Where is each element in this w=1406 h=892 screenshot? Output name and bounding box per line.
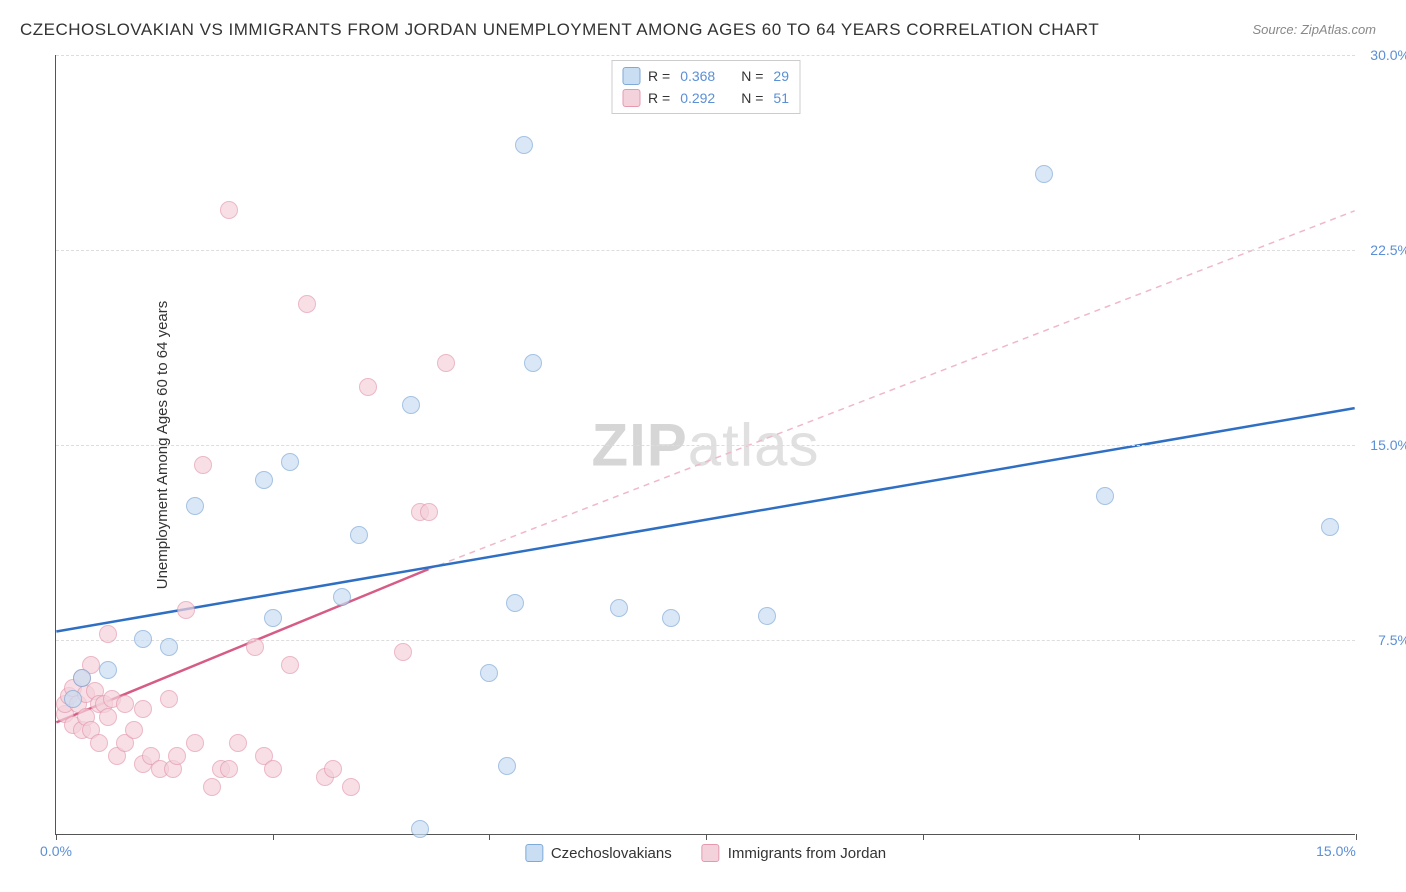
scatter-point <box>610 599 628 617</box>
scatter-point <box>506 594 524 612</box>
gridline <box>56 250 1355 251</box>
scatter-point <box>324 760 342 778</box>
scatter-point <box>160 638 178 656</box>
legend-r-label: R = <box>648 68 670 84</box>
scatter-point <box>134 700 152 718</box>
legend-swatch-0 <box>525 844 543 862</box>
x-tick-mark <box>1356 834 1357 840</box>
legend-swatch-1 <box>702 844 720 862</box>
scatter-point <box>281 656 299 674</box>
legend-stats: R = 0.368 N = 29 R = 0.292 N = 51 <box>611 60 800 114</box>
legend-stats-row: R = 0.292 N = 51 <box>622 87 789 109</box>
x-tick-label: 0.0% <box>40 843 72 859</box>
scatter-point <box>186 734 204 752</box>
y-tick-label: 30.0% <box>1360 47 1406 63</box>
scatter-point <box>333 588 351 606</box>
scatter-point <box>246 638 264 656</box>
legend-item-0: Czechoslovakians <box>525 844 672 862</box>
scatter-point <box>194 456 212 474</box>
scatter-point <box>298 295 316 313</box>
x-tick-mark <box>1139 834 1140 840</box>
legend-stats-row: R = 0.368 N = 29 <box>622 65 789 87</box>
scatter-point <box>402 396 420 414</box>
scatter-point <box>342 778 360 796</box>
legend-label-1: Immigrants from Jordan <box>728 845 886 862</box>
legend-n-value-0: 29 <box>773 68 789 84</box>
scatter-point <box>168 747 186 765</box>
scatter-point <box>99 661 117 679</box>
legend-n-label: N = <box>741 68 763 84</box>
legend-n-value-1: 51 <box>773 90 789 106</box>
y-tick-label: 15.0% <box>1360 437 1406 453</box>
scatter-point <box>498 757 516 775</box>
scatter-point <box>264 760 282 778</box>
scatter-point <box>264 609 282 627</box>
x-tick-label: 15.0% <box>1316 843 1356 859</box>
scatter-point <box>99 708 117 726</box>
scatter-point <box>524 354 542 372</box>
x-tick-mark <box>273 834 274 840</box>
scatter-point <box>160 690 178 708</box>
scatter-point <box>134 630 152 648</box>
legend-item-1: Immigrants from Jordan <box>702 844 886 862</box>
scatter-point <box>116 695 134 713</box>
x-tick-mark <box>56 834 57 840</box>
scatter-point <box>220 201 238 219</box>
scatter-point <box>229 734 247 752</box>
scatter-point <box>515 136 533 154</box>
legend-label-0: Czechoslovakians <box>551 845 672 862</box>
scatter-point <box>394 643 412 661</box>
y-tick-label: 22.5% <box>1360 242 1406 258</box>
scatter-point <box>90 734 108 752</box>
legend-swatch-series-1 <box>622 89 640 107</box>
y-tick-label: 7.5% <box>1360 632 1406 648</box>
gridline <box>56 55 1355 56</box>
scatter-point <box>1321 518 1339 536</box>
scatter-point <box>758 607 776 625</box>
scatter-point <box>350 526 368 544</box>
scatter-point <box>359 378 377 396</box>
scatter-point <box>73 669 91 687</box>
legend-r-value-1: 0.292 <box>680 90 715 106</box>
x-tick-mark <box>706 834 707 840</box>
legend-series: Czechoslovakians Immigrants from Jordan <box>525 844 886 862</box>
gridline <box>56 445 1355 446</box>
scatter-point <box>186 497 204 515</box>
scatter-point <box>203 778 221 796</box>
scatter-point <box>255 471 273 489</box>
scatter-point <box>411 820 429 838</box>
scatter-point <box>1035 165 1053 183</box>
scatter-point <box>420 503 438 521</box>
legend-n-label: N = <box>741 90 763 106</box>
scatter-point <box>220 760 238 778</box>
scatter-point <box>99 625 117 643</box>
plot-area: Unemployment Among Ages 60 to 64 years Z… <box>55 55 1355 835</box>
scatter-point <box>125 721 143 739</box>
x-tick-mark <box>923 834 924 840</box>
scatter-point <box>662 609 680 627</box>
source-attribution: Source: ZipAtlas.com <box>1252 22 1376 37</box>
legend-swatch-series-0 <box>622 67 640 85</box>
legend-r-label: R = <box>648 90 670 106</box>
scatter-point <box>177 601 195 619</box>
scatter-point <box>64 690 82 708</box>
x-tick-mark <box>489 834 490 840</box>
scatter-point <box>281 453 299 471</box>
scatter-point <box>1096 487 1114 505</box>
chart-title: CZECHOSLOVAKIAN VS IMMIGRANTS FROM JORDA… <box>20 20 1099 40</box>
scatter-point <box>437 354 455 372</box>
legend-r-value-0: 0.368 <box>680 68 715 84</box>
scatter-point <box>480 664 498 682</box>
